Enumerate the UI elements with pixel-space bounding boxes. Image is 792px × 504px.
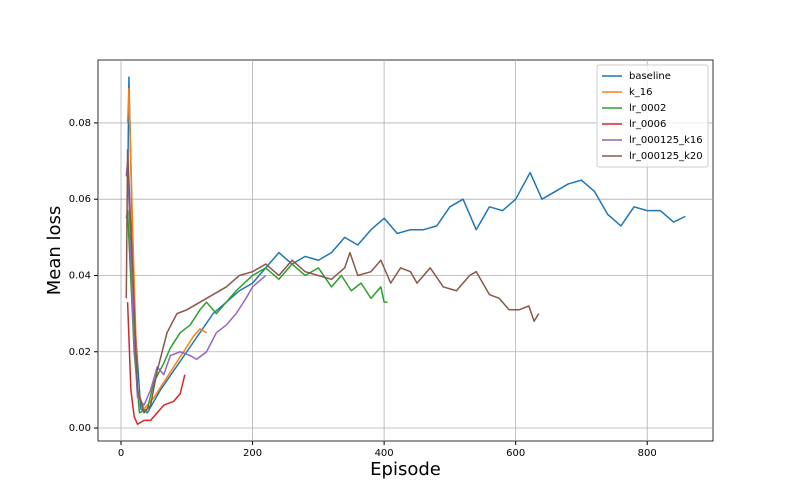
x-tick-label: 800 — [638, 448, 657, 459]
y-tick-label: 0.02 — [69, 347, 91, 358]
legend-label: lr_000125_k20 — [629, 151, 703, 162]
x-tick-label: 0 — [118, 448, 124, 459]
series-line — [125, 209, 388, 414]
series-line — [126, 302, 186, 425]
series-line — [126, 76, 686, 414]
x-tick-label: 600 — [506, 448, 525, 459]
legend-label: lr_0006 — [629, 119, 666, 130]
y-tick-label: 0.00 — [69, 423, 91, 434]
y-tick-label: 0.04 — [69, 270, 91, 281]
x-tick-label: 400 — [375, 448, 394, 459]
series-line — [125, 160, 267, 406]
series-line — [125, 148, 540, 414]
y-tick-label: 0.08 — [69, 118, 91, 129]
legend-box — [596, 64, 709, 168]
legend-label: k_16 — [629, 87, 653, 98]
x-tick-label: 200 — [243, 448, 262, 459]
y-tick-label: 0.06 — [69, 194, 91, 205]
x-axis-label: Episode — [370, 459, 441, 480]
legend-label: lr_0002 — [629, 103, 666, 114]
legend-label: lr_000125_k16 — [629, 135, 703, 146]
series-line — [126, 87, 207, 410]
legend-label: baseline — [629, 71, 671, 82]
y-axis-label: Mean loss — [44, 206, 65, 296]
